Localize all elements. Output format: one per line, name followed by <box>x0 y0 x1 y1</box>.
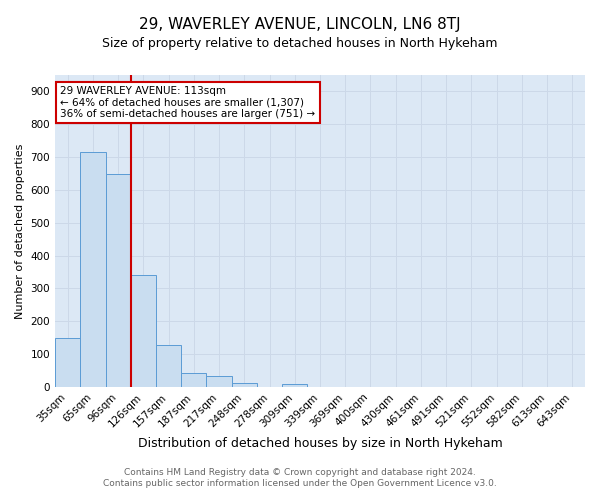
Text: Size of property relative to detached houses in North Hykeham: Size of property relative to detached ho… <box>102 38 498 51</box>
Bar <box>282 384 307 387</box>
Y-axis label: Number of detached properties: Number of detached properties <box>15 144 25 318</box>
Bar <box>106 174 131 387</box>
Bar <box>206 376 232 387</box>
Text: 29, WAVERLEY AVENUE, LINCOLN, LN6 8TJ: 29, WAVERLEY AVENUE, LINCOLN, LN6 8TJ <box>139 18 461 32</box>
Bar <box>232 383 257 387</box>
Text: 29 WAVERLEY AVENUE: 113sqm
← 64% of detached houses are smaller (1,307)
36% of s: 29 WAVERLEY AVENUE: 113sqm ← 64% of deta… <box>61 86 316 119</box>
Bar <box>131 276 156 387</box>
Bar <box>55 338 80 387</box>
Text: Contains HM Land Registry data © Crown copyright and database right 2024.
Contai: Contains HM Land Registry data © Crown c… <box>103 468 497 487</box>
Bar <box>156 345 181 387</box>
Bar <box>80 152 106 387</box>
X-axis label: Distribution of detached houses by size in North Hykeham: Distribution of detached houses by size … <box>137 437 502 450</box>
Bar <box>181 373 206 387</box>
